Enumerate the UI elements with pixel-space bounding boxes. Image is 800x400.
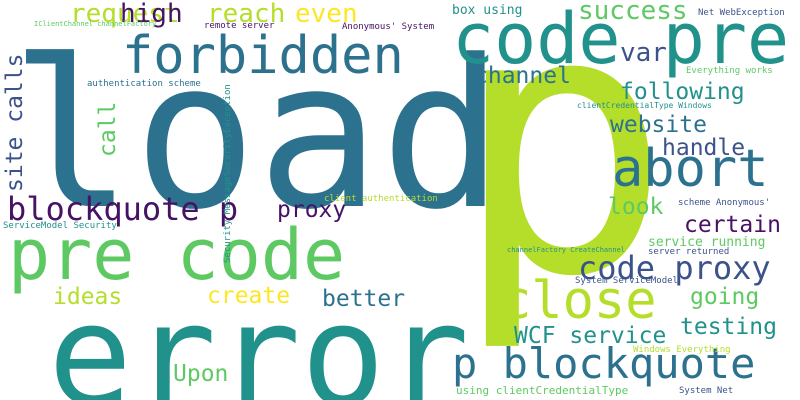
word-upon: Upon (173, 361, 229, 387)
word-server-returned: server returned (648, 247, 730, 257)
word-client-authentication: client authentication (324, 194, 438, 204)
word-system-servicemodel: System ServiceModel (575, 276, 678, 286)
word-code-pre: code pre (452, 0, 790, 80)
word-testing: testing (680, 314, 777, 340)
word-p-blockquote: p blockquote (452, 339, 756, 388)
word-scheme-anonymous: scheme Anonymous' (678, 198, 771, 208)
word-box-using: box using (452, 3, 523, 18)
word-wcf-service: WCF service (514, 323, 667, 349)
word-abort: abort (612, 139, 769, 199)
word-p: p (452, 0, 672, 357)
word-iclientchannel-channelfactory: IClientChannel channelFactory (34, 20, 157, 28)
word-channel: channel (474, 63, 571, 89)
word-create: create (207, 283, 291, 309)
word-using-clientcredentialtype: using clientCredentialType (456, 384, 629, 397)
word-certain: certain (684, 212, 781, 238)
word-going: going (690, 284, 760, 310)
word-remote-server: remote server (204, 21, 275, 31)
word-net-webexception: Net WebException (698, 8, 785, 18)
word-channelfactory-createchannel: channelFactory CreateChannel (507, 246, 626, 254)
word-close: close (500, 271, 657, 331)
word-anonymous-system: Anonymous' System (342, 22, 435, 32)
word-var: var (620, 38, 667, 68)
word-proxy: proxy (277, 197, 347, 223)
word-service-running: service running (648, 235, 766, 250)
word-authentication-scheme: authentication scheme (87, 79, 201, 89)
word-call: call (95, 101, 121, 157)
word-request: even (295, 0, 358, 29)
word-blockquote-p: blockquote p (7, 190, 239, 228)
word-clientcredentialtype-windows: clientCredentialType Windows (577, 101, 712, 110)
word-handle: handle (662, 135, 746, 161)
word-security-messagesecurityexception: Security MessageSecurityException (223, 84, 233, 263)
word-look: look (608, 194, 664, 220)
word-code-proxy: code proxy (578, 249, 771, 287)
word-site-calls: site calls (2, 53, 28, 192)
word-system-net: System Net (679, 386, 734, 396)
word-load: load (10, 17, 504, 255)
word-ideas: ideas (53, 284, 123, 310)
word-high: high (120, 0, 183, 29)
word-better: better (322, 286, 406, 312)
word-following: following (620, 79, 745, 105)
word-servicemodel-security: ServiceModel Security (3, 221, 117, 231)
word-pre-code: pre code (8, 214, 346, 296)
word-website: website (610, 112, 707, 138)
word-success: success (578, 0, 688, 26)
word-windows-everything: Windows Everything (633, 345, 731, 355)
word-even: request (70, 0, 180, 29)
word-everything-works: Everything works (686, 66, 773, 76)
word-reach: reach (207, 0, 286, 29)
word-error: error (48, 275, 470, 400)
word-forbidden: forbidden (122, 26, 404, 86)
